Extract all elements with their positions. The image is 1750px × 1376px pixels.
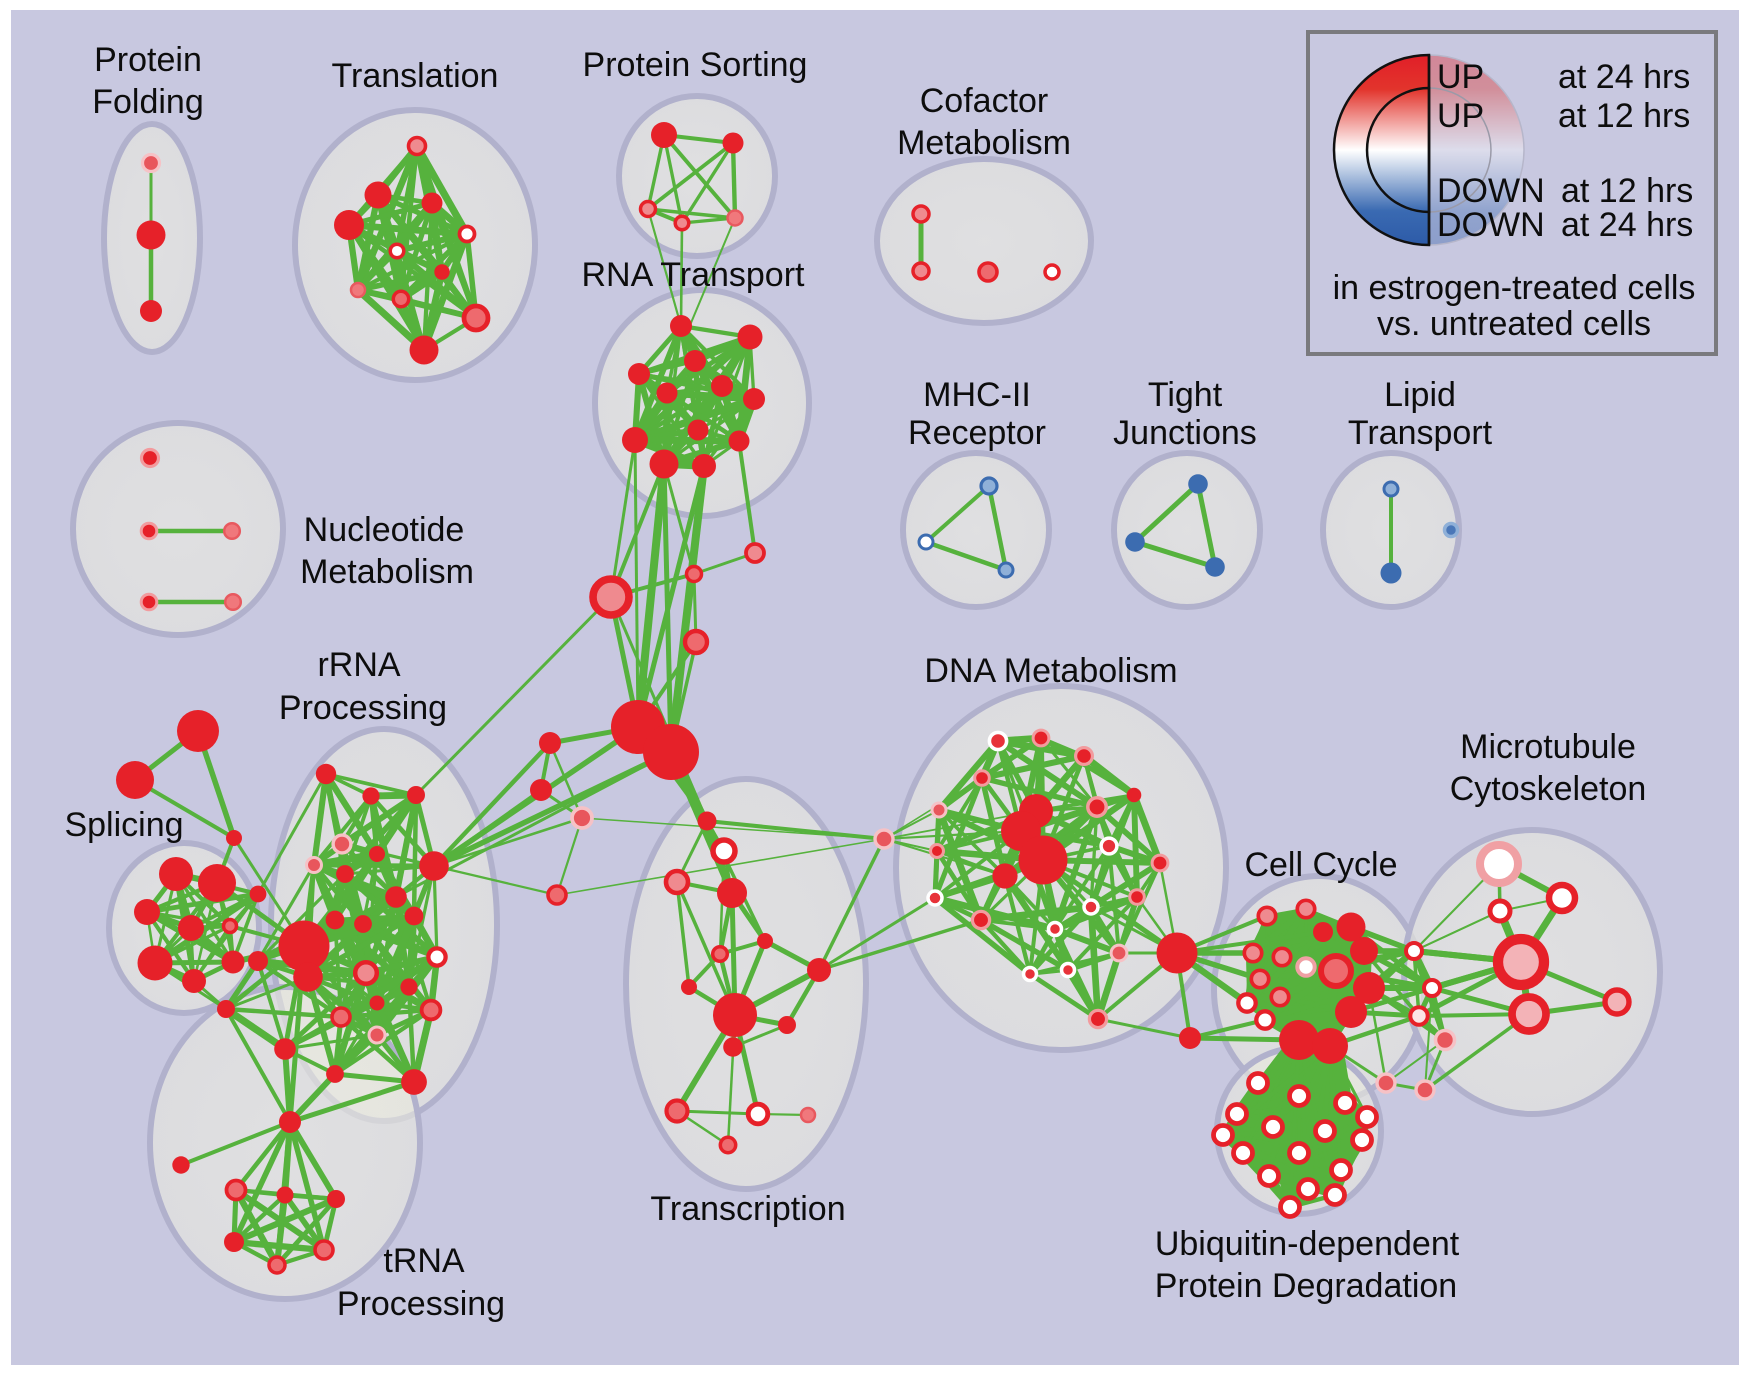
svg-text:Cofactor: Cofactor [920,82,1049,120]
svg-text:Microtubule: Microtubule [1460,728,1636,766]
svg-text:Transcription: Transcription [650,1190,845,1228]
svg-text:tRNA: tRNA [383,1242,465,1280]
svg-text:Processing: Processing [279,689,447,727]
svg-text:Cytoskeleton: Cytoskeleton [1450,770,1647,808]
svg-text:at 12 hrs: at 12 hrs [1561,172,1693,210]
svg-text:DOWN: DOWN [1437,172,1545,210]
svg-text:Metabolism: Metabolism [897,124,1071,162]
svg-text:Protein Degradation: Protein Degradation [1155,1267,1457,1305]
svg-text:Junctions: Junctions [1113,414,1257,452]
svg-text:Tight: Tight [1148,376,1223,414]
svg-text:Receptor: Receptor [908,414,1046,452]
svg-text:Ubiquitin-dependent: Ubiquitin-dependent [1155,1225,1460,1263]
svg-text:rRNA: rRNA [317,646,400,684]
svg-text:Lipid: Lipid [1384,376,1456,414]
svg-text:Folding: Folding [92,83,204,121]
svg-text:Translation: Translation [332,57,499,95]
svg-text:Nucleotide: Nucleotide [304,511,465,549]
svg-text:Processing: Processing [337,1285,505,1323]
svg-text:vs. untreated cells: vs. untreated cells [1377,305,1651,343]
svg-text:Protein Sorting: Protein Sorting [583,46,808,84]
svg-text:at 12 hrs: at 12 hrs [1558,97,1690,135]
svg-text:DOWN: DOWN [1437,206,1545,244]
svg-text:RNA Transport: RNA Transport [582,256,806,294]
svg-text:Protein: Protein [94,41,202,79]
svg-text:at 24 hrs: at 24 hrs [1561,206,1693,244]
svg-text:Splicing: Splicing [64,806,183,844]
svg-text:at 24 hrs: at 24 hrs [1558,58,1690,96]
svg-text:UP: UP [1437,58,1484,96]
svg-text:in estrogen-treated cells: in estrogen-treated cells [1333,269,1696,307]
svg-text:UP: UP [1437,97,1484,135]
svg-text:MHC-II: MHC-II [923,376,1031,414]
svg-text:Cell Cycle: Cell Cycle [1244,846,1397,884]
svg-text:Transport: Transport [1348,414,1493,452]
svg-text:DNA Metabolism: DNA Metabolism [924,652,1177,690]
svg-text:Metabolism: Metabolism [300,553,474,591]
